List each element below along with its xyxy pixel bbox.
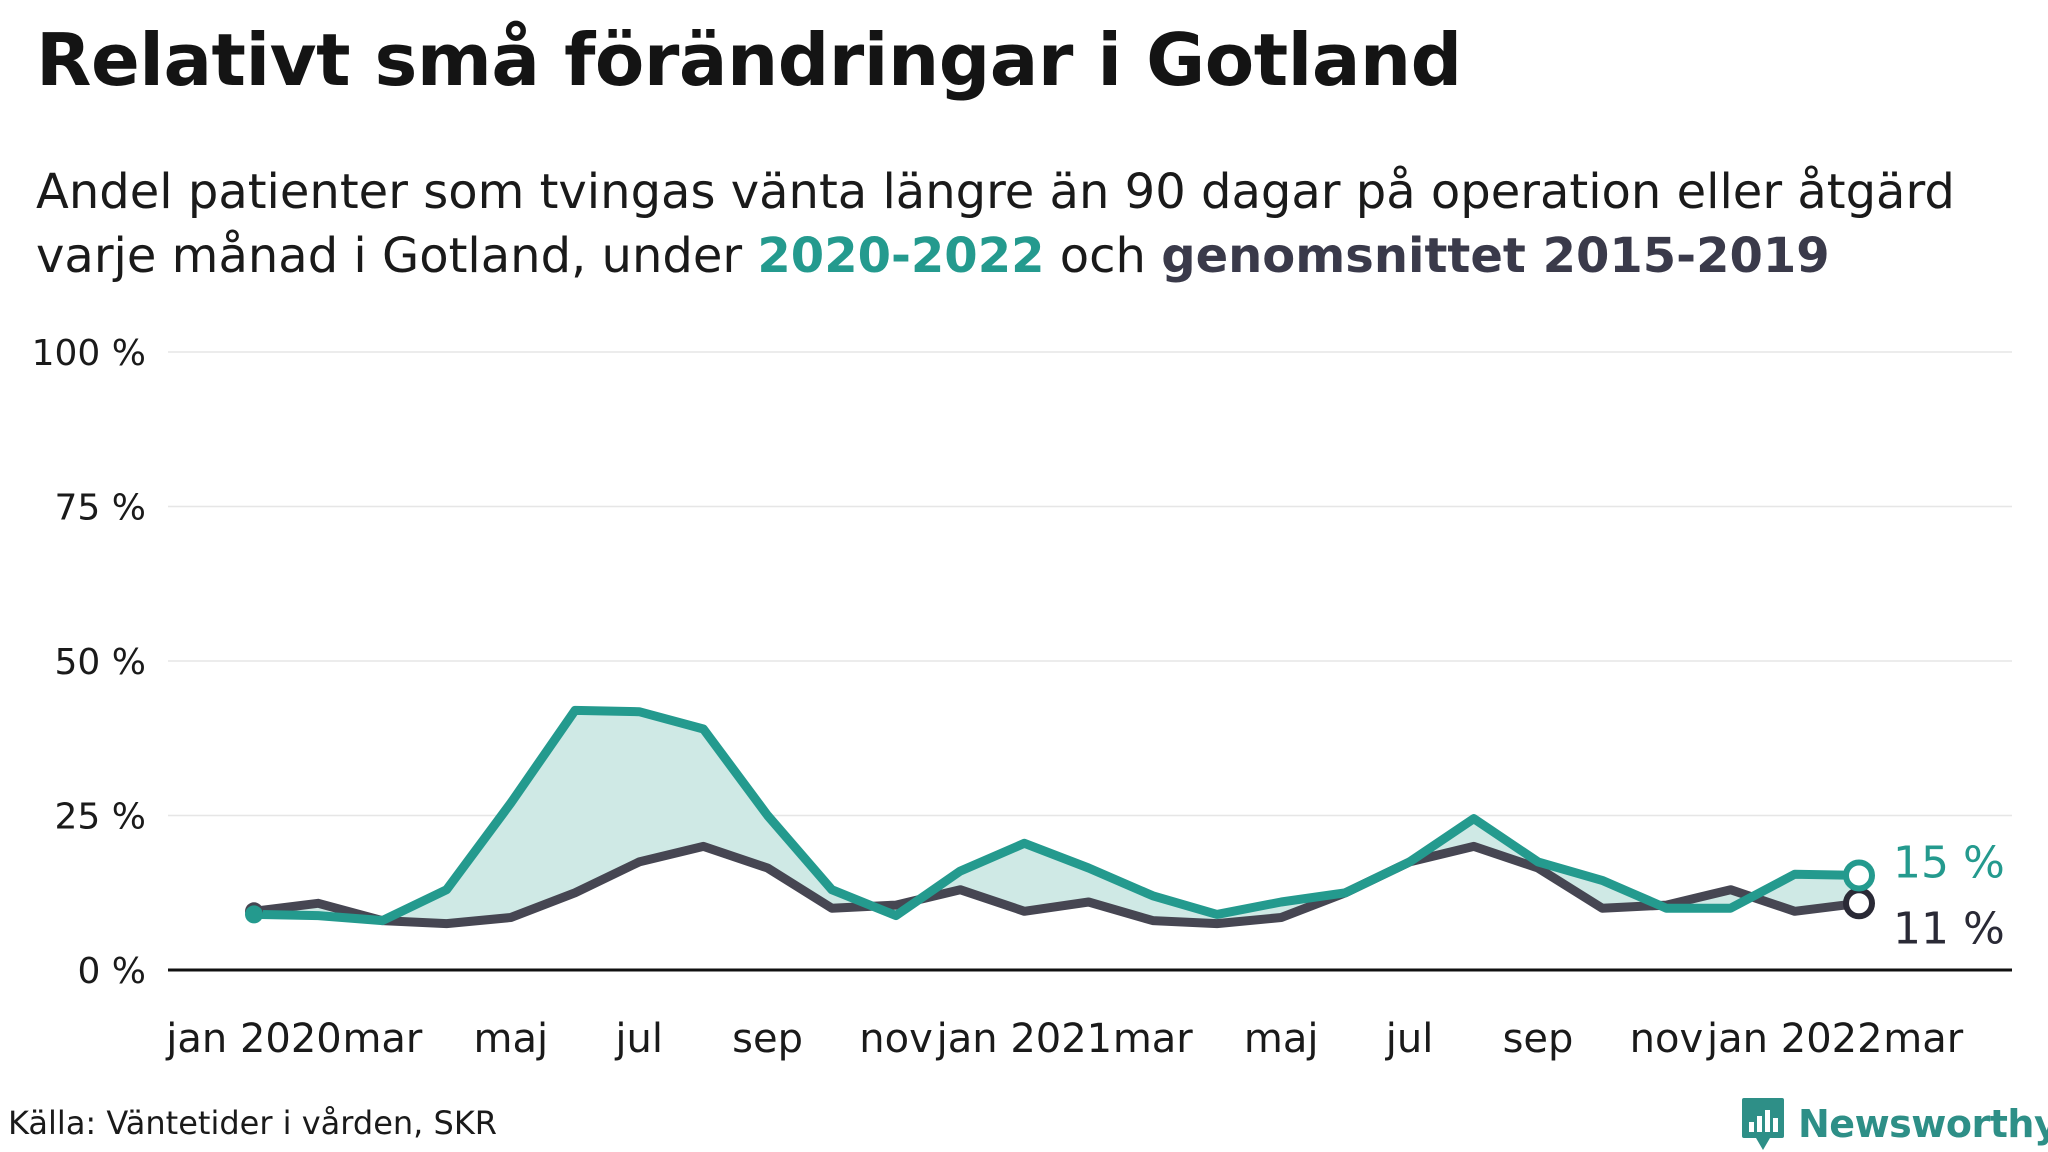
current-end-label: 15 % <box>1893 837 2005 888</box>
subtitle-line-1: Andel patienter som tvingas vänta längre… <box>36 164 1955 220</box>
x-tick-label: mar <box>1113 1016 1193 1062</box>
x-tick-label: sep <box>732 1016 803 1062</box>
difference-area <box>254 710 1859 924</box>
y-tick-label: 0 % <box>77 951 146 992</box>
x-tick-label: jan 2022 <box>1706 1016 1883 1062</box>
x-tick-label: jan 2020 <box>165 1016 342 1062</box>
chart-title: Relativt små förändringar i Gotland <box>36 18 1462 102</box>
current-start-point <box>245 905 263 924</box>
x-tick-label: nov <box>859 1016 933 1062</box>
brand-logo: Newsworthy <box>1740 1096 2048 1152</box>
y-tick-label: 75 % <box>55 488 146 529</box>
y-tick-label: 100 % <box>32 333 146 374</box>
label-layer: 0 %25 %50 %75 %100 %jan 2020 mar maj jul sep… <box>32 333 2005 1062</box>
x-tick-label: mar <box>342 1016 422 1062</box>
subtitle-highlight-current: 2020-2022 <box>757 228 1045 284</box>
subtitle-line-2: varje månad i Gotland, under 2020-2022 o… <box>36 224 1955 288</box>
x-tick-label: jul <box>614 1016 663 1062</box>
grid-layer <box>168 351 2012 817</box>
source-note: Källa: Väntetider i vården, SKR <box>8 1104 498 1142</box>
y-tick-label: 25 % <box>55 797 146 838</box>
fill-layer <box>254 710 1859 924</box>
x-tick-label: maj <box>474 1016 549 1062</box>
brand-name: Newsworthy <box>1798 1102 2048 1146</box>
x-tick-label: sep <box>1503 1016 1574 1062</box>
x-tick-label: mar <box>1883 1016 1963 1062</box>
line-layer <box>249 705 1864 929</box>
subtitle-between: och <box>1044 228 1162 284</box>
newsworthy-logo-icon <box>1742 1098 1784 1150</box>
x-tick-label: jul <box>1385 1016 1434 1062</box>
x-tick-label: nov <box>1630 1016 1704 1062</box>
series-line-average <box>249 841 1864 929</box>
chart-subtitle: Andel patienter som tvingas vänta längre… <box>36 160 1955 288</box>
subtitle-prefix: varje månad i Gotland, under <box>36 228 758 284</box>
x-tick-label: jan 2021 <box>936 1016 1113 1062</box>
current-end-point <box>1843 859 1875 892</box>
y-tick-label: 50 % <box>55 642 146 683</box>
average-end-point <box>1843 887 1875 920</box>
subtitle-highlight-average: genomsnittet 2015-2019 <box>1161 228 1830 284</box>
x-tick-label: maj <box>1244 1016 1319 1062</box>
marker-layer <box>245 859 1875 924</box>
average-end-label: 11 % <box>1893 903 2005 954</box>
series-line-current <box>249 705 1864 926</box>
